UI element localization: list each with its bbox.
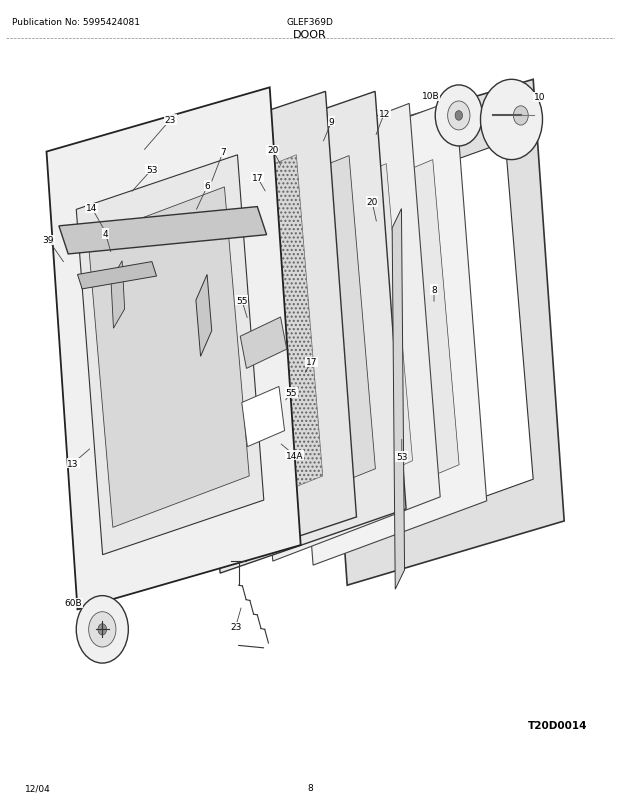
Text: 20: 20 xyxy=(366,197,378,207)
Circle shape xyxy=(435,86,482,147)
Circle shape xyxy=(448,102,470,131)
Text: 12/04: 12/04 xyxy=(25,784,51,792)
Polygon shape xyxy=(46,88,301,610)
Text: T20D0014: T20D0014 xyxy=(528,720,588,730)
Text: 17: 17 xyxy=(306,358,317,367)
Text: 9: 9 xyxy=(329,117,335,127)
Polygon shape xyxy=(110,143,129,473)
Text: 55: 55 xyxy=(286,388,297,398)
Text: 60B: 60B xyxy=(64,598,82,608)
Text: DOOR: DOOR xyxy=(293,30,327,39)
Text: 6: 6 xyxy=(205,181,211,191)
Text: 39: 39 xyxy=(43,236,54,245)
Polygon shape xyxy=(242,387,285,448)
Text: 23: 23 xyxy=(165,115,176,125)
Polygon shape xyxy=(59,208,267,255)
Text: 10: 10 xyxy=(534,93,545,103)
Circle shape xyxy=(513,107,528,126)
Polygon shape xyxy=(111,261,125,329)
Polygon shape xyxy=(344,143,533,537)
Polygon shape xyxy=(189,92,406,573)
Text: 12: 12 xyxy=(379,109,390,119)
Text: 7: 7 xyxy=(220,148,226,157)
Text: 14: 14 xyxy=(86,204,97,213)
Circle shape xyxy=(89,612,116,647)
Text: 8: 8 xyxy=(307,784,313,792)
Text: Publication No: 5995424081: Publication No: 5995424081 xyxy=(12,18,140,26)
Polygon shape xyxy=(242,104,440,561)
Polygon shape xyxy=(196,275,212,357)
Polygon shape xyxy=(240,318,286,369)
Polygon shape xyxy=(213,156,376,524)
Polygon shape xyxy=(303,160,459,520)
Circle shape xyxy=(76,596,128,663)
Text: 13: 13 xyxy=(68,459,79,468)
Polygon shape xyxy=(88,188,249,528)
Circle shape xyxy=(480,80,542,160)
Text: 23: 23 xyxy=(230,622,241,632)
Polygon shape xyxy=(392,209,404,589)
Polygon shape xyxy=(262,164,413,516)
Circle shape xyxy=(455,111,463,121)
Text: 8: 8 xyxy=(431,286,437,295)
Text: 4: 4 xyxy=(102,229,108,239)
Polygon shape xyxy=(133,92,356,581)
Text: 20: 20 xyxy=(267,146,278,156)
Text: 55: 55 xyxy=(236,296,247,306)
Polygon shape xyxy=(160,156,322,531)
Text: GLEF369D: GLEF369D xyxy=(286,18,334,26)
Circle shape xyxy=(98,624,107,635)
Polygon shape xyxy=(76,156,264,555)
Text: 53: 53 xyxy=(396,452,407,462)
Text: 17: 17 xyxy=(252,173,263,183)
Text: 10B: 10B xyxy=(422,91,440,101)
Polygon shape xyxy=(78,262,156,290)
Polygon shape xyxy=(282,100,487,565)
Text: 14A: 14A xyxy=(286,451,303,460)
Polygon shape xyxy=(316,80,564,585)
Text: 53: 53 xyxy=(146,165,157,175)
